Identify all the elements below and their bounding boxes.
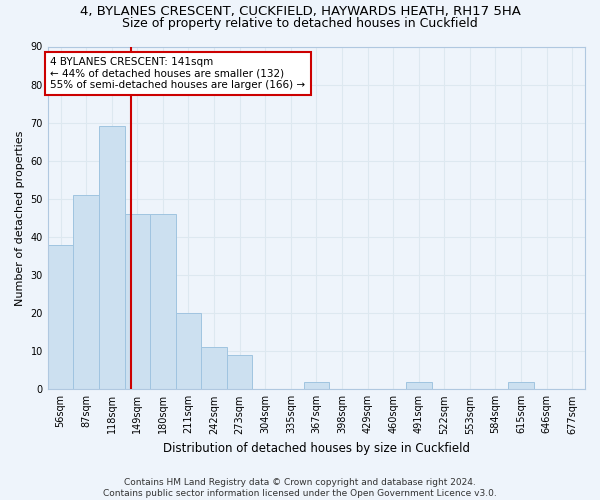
Bar xyxy=(406,382,431,390)
Bar xyxy=(150,214,176,390)
Text: 4, BYLANES CRESCENT, CUCKFIELD, HAYWARDS HEATH, RH17 5HA: 4, BYLANES CRESCENT, CUCKFIELD, HAYWARDS… xyxy=(80,5,520,18)
Bar xyxy=(227,355,253,390)
Bar xyxy=(125,214,150,390)
Text: Contains HM Land Registry data © Crown copyright and database right 2024.
Contai: Contains HM Land Registry data © Crown c… xyxy=(103,478,497,498)
Bar xyxy=(176,313,201,390)
X-axis label: Distribution of detached houses by size in Cuckfield: Distribution of detached houses by size … xyxy=(163,442,470,455)
Bar xyxy=(48,244,73,390)
Y-axis label: Number of detached properties: Number of detached properties xyxy=(15,130,25,306)
Text: Size of property relative to detached houses in Cuckfield: Size of property relative to detached ho… xyxy=(122,18,478,30)
Bar xyxy=(73,195,99,390)
Text: 4 BYLANES CRESCENT: 141sqm
← 44% of detached houses are smaller (132)
55% of sem: 4 BYLANES CRESCENT: 141sqm ← 44% of deta… xyxy=(50,57,305,90)
Bar xyxy=(99,126,125,390)
Bar xyxy=(201,348,227,390)
Bar xyxy=(304,382,329,390)
Bar xyxy=(508,382,534,390)
